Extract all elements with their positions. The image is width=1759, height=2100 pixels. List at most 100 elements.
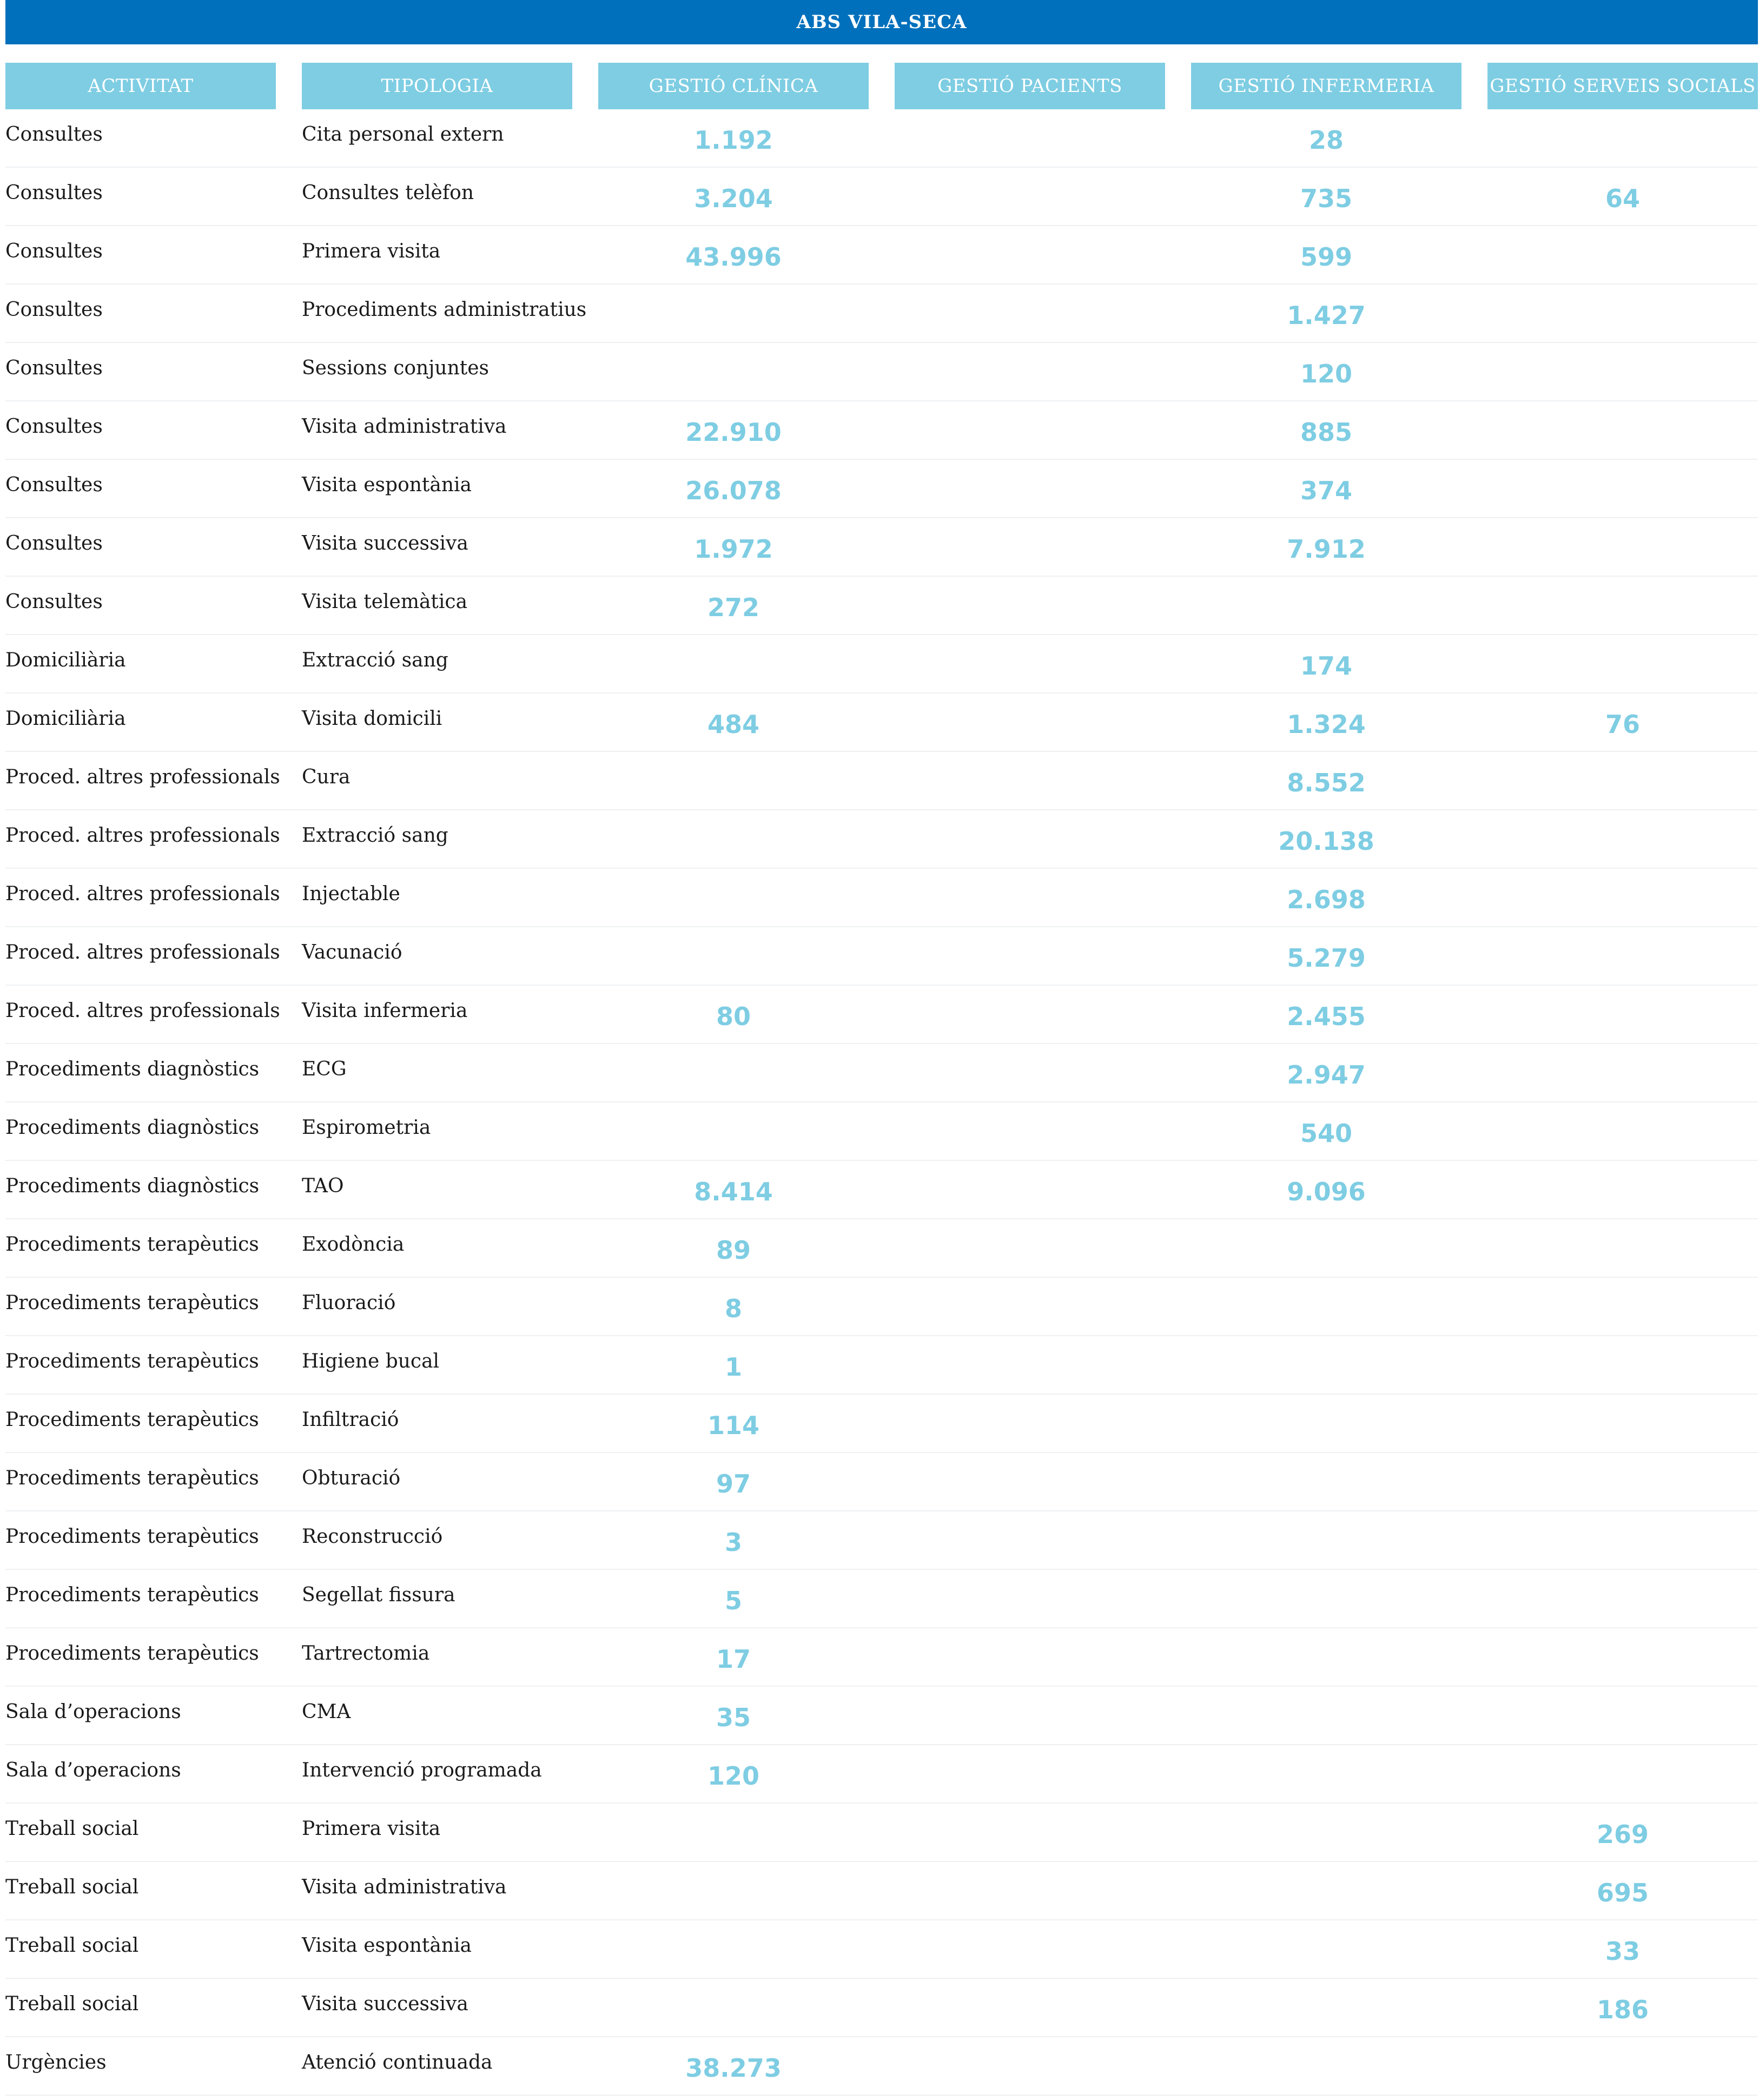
cell-gestio-infermeria: 174: [1300, 651, 1353, 681]
cell-activitat: Consultes: [5, 357, 103, 379]
cell-activitat: Procediments terapèutics: [5, 1584, 259, 1606]
table-row: Consultes Procediments administratius 1.42…: [5, 285, 1758, 343]
column-header-tipologia: TIPOLOGIA: [302, 63, 572, 109]
table-row: Proced. altres professionals Visita infer…: [5, 986, 1758, 1044]
cell-activitat: Sala d’operacions: [5, 1701, 181, 1723]
cell-activitat: Procediments diagnòstics: [5, 1117, 260, 1139]
cell-tipologia: Consultes telèfon: [302, 182, 474, 204]
table-row: Proced. altres professionals Extracció sa…: [5, 810, 1758, 869]
cell-tipologia: Reconstrucció: [302, 1526, 443, 1548]
table-row: Procediments terapèutics Infiltració 114: [5, 1395, 1758, 1453]
cell-activitat: Proced. altres professionals: [5, 824, 280, 847]
cell-activitat: Urgències: [5, 2051, 107, 2073]
cell-tipologia: Injectable: [302, 883, 400, 905]
cell-tipologia: Higiene bucal: [302, 1350, 440, 1372]
table-row: Proced. altres professionals Vacunació 5.2…: [5, 927, 1758, 986]
column-header-activitat: ACTIVITAT: [5, 63, 276, 109]
table-header: ACTIVITAT TIPOLOGIA GESTIÓ CLÍNICA GESTI…: [5, 63, 1758, 109]
cell-tipologia: Cita personal extern: [302, 123, 504, 146]
cell-tipologia: Visita espontània: [302, 1934, 472, 1957]
cell-activitat: Proced. altres professionals: [5, 883, 280, 905]
column-header-gestio-clinica: GESTIÓ CLÍNICA: [598, 63, 869, 109]
cell-tipologia: Infiltració: [302, 1409, 399, 1431]
cell-gestio-clinica: 3.204: [694, 184, 773, 213]
table-row: Procediments terapèutics Reconstrucció 3: [5, 1511, 1758, 1570]
cell-activitat: Procediments terapèutics: [5, 1409, 259, 1431]
cell-activitat: Treball social: [5, 1818, 139, 1840]
table-row: Proced. altres professionals Injectable 2.…: [5, 869, 1758, 927]
cell-gestio-infermeria: 28: [1308, 126, 1344, 155]
cell-gestio-clinica: 1.972: [694, 534, 773, 564]
cell-activitat: Consultes: [5, 415, 103, 438]
table-row: Consultes Primera visita 43.996 599: [5, 226, 1758, 285]
cell-tipologia: CMA: [302, 1701, 351, 1723]
cell-tipologia: Visita successiva: [302, 1993, 468, 2015]
table-row: Treball social Visita administrativa 695: [5, 1862, 1758, 1920]
cell-gestio-infermeria: 2.947: [1287, 1060, 1366, 1089]
cell-gestio-infermeria: 599: [1300, 242, 1353, 272]
cell-activitat: Consultes: [5, 182, 103, 204]
cell-tipologia: Vacunació: [302, 941, 402, 963]
cell-gestio-infermeria: 1.324: [1287, 710, 1366, 739]
cell-activitat: Domiciliària: [5, 708, 126, 730]
table-row: Consultes Visita telemàtica 272: [5, 577, 1758, 635]
cell-gestio-clinica: 22.910: [685, 418, 782, 447]
cell-gestio-infermeria: 735: [1300, 184, 1353, 213]
table-row: Procediments diagnòstics ECG 2.947: [5, 1044, 1758, 1102]
table-row: Urgències Atenció continuada 38.273: [5, 2037, 1758, 2096]
cell-gestio-clinica: 43.996: [685, 242, 782, 272]
cell-activitat: Procediments terapèutics: [5, 1233, 259, 1256]
cell-activitat: Treball social: [5, 1876, 139, 1898]
cell-gestio-clinica: 120: [707, 1761, 760, 1791]
cell-activitat: Procediments diagnòstics: [5, 1175, 260, 1197]
cell-activitat: Sala d’operacions: [5, 1759, 181, 1781]
cell-gestio-clinica: 272: [707, 593, 760, 622]
cell-gestio-clinica: 8: [724, 1294, 742, 1323]
table-row: Procediments diagnòstics Espirometria 540: [5, 1102, 1758, 1161]
cell-activitat: Proced. altres professionals: [5, 941, 280, 963]
table-row: Treball social Visita successiva 186: [5, 1979, 1758, 2037]
cell-gestio-clinica: 3: [724, 1528, 742, 1557]
cell-activitat: Consultes: [5, 240, 103, 262]
cell-activitat: Treball social: [5, 1993, 139, 2015]
column-header-gestio-serveis-socials: GESTIÓ SERVEIS SOCIALS: [1487, 63, 1758, 109]
cell-gestio-clinica: 484: [707, 710, 760, 739]
table-row: Sala d’operacions CMA 35: [5, 1687, 1758, 1745]
cell-gestio-infermeria: 374: [1300, 476, 1353, 505]
table-row: Consultes Consultes telèfon 3.204 735 64: [5, 168, 1758, 226]
cell-activitat: Procediments terapèutics: [5, 1467, 259, 1489]
cell-tipologia: Visita administrativa: [302, 415, 507, 438]
table-row: Procediments terapèutics Tartrectomia 17: [5, 1628, 1758, 1687]
table-row: Procediments terapèutics Fluoració 8: [5, 1278, 1758, 1336]
table-row: Sala d’operacions Intervenció programada 1…: [5, 1745, 1758, 1804]
cell-gestio-serveis-socials: 76: [1605, 710, 1640, 739]
table-row: Consultes Visita espontània 26.078 374: [5, 460, 1758, 518]
cell-activitat: Consultes: [5, 532, 103, 554]
table-row: Proced. altres professionals Cura 8.552: [5, 752, 1758, 810]
cell-gestio-infermeria: 2.455: [1287, 1002, 1366, 1031]
table-row: Consultes Visita administrativa 22.910 885: [5, 401, 1758, 460]
cell-gestio-serveis-socials: 186: [1596, 1995, 1649, 2024]
cell-activitat: Consultes: [5, 299, 103, 321]
cell-activitat: Proced. altres professionals: [5, 766, 280, 788]
cell-activitat: Consultes: [5, 474, 103, 496]
cell-tipologia: Visita espontània: [302, 474, 472, 496]
cell-gestio-infermeria: 9.096: [1287, 1177, 1366, 1206]
table-row: Treball social Primera visita 269: [5, 1804, 1758, 1862]
cell-tipologia: Sessions conjuntes: [302, 357, 490, 379]
cell-activitat: Procediments diagnòstics: [5, 1058, 260, 1080]
cell-activitat: Procediments terapèutics: [5, 1526, 259, 1548]
cell-gestio-clinica: 89: [716, 1236, 751, 1265]
table-row: Domiciliària Extracció sang 174: [5, 635, 1758, 694]
table-row: Procediments diagnòstics TAO 8.414 9.096: [5, 1161, 1758, 1219]
column-header-gestio-infermeria: GESTIÓ INFERMERIA: [1191, 63, 1462, 109]
table-row: Procediments terapèutics Exodòncia 89: [5, 1219, 1758, 1278]
table-title: ABS VILA-SECA: [5, 0, 1758, 44]
cell-gestio-infermeria: 20.138: [1278, 827, 1374, 856]
cell-gestio-serveis-socials: 33: [1605, 1937, 1640, 1966]
cell-tipologia: Exodòncia: [302, 1233, 405, 1256]
cell-gestio-clinica: 114: [707, 1411, 760, 1440]
cell-tipologia: Segellat fissura: [302, 1584, 455, 1606]
table-row: Domiciliària Visita domicili 484 1.324 76: [5, 694, 1758, 752]
cell-tipologia: Cura: [302, 766, 351, 788]
